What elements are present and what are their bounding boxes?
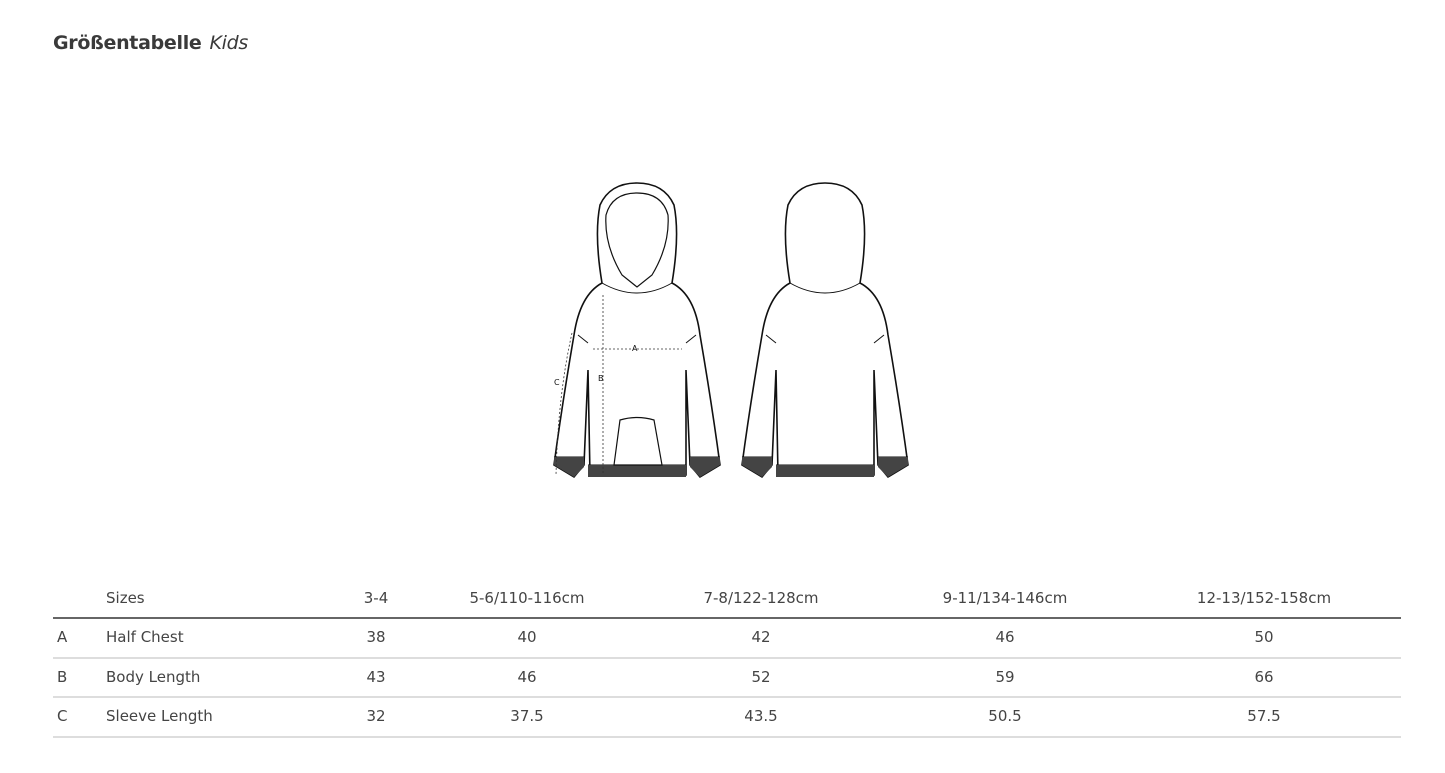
table-row: B Body Length 43 46 52 59 66 — [53, 659, 1401, 698]
row-value: 43 — [366, 667, 386, 686]
title-sub: Kids — [209, 32, 249, 54]
row-value: 52 — [751, 667, 771, 686]
row-key: C — [57, 707, 68, 725]
row-value: 46 — [517, 667, 537, 686]
row-value: 50 — [1254, 628, 1274, 646]
row-value: 42 — [751, 628, 771, 646]
hoodie-back — [741, 182, 909, 478]
row-key: B — [57, 667, 68, 686]
page-title: Größentabelle Kids — [53, 32, 248, 54]
row-value: 66 — [1254, 667, 1274, 686]
row-value: 37.5 — [510, 707, 544, 725]
row-value: 38 — [366, 628, 386, 646]
row-value: 32 — [366, 707, 386, 725]
row-value: 40 — [517, 628, 537, 646]
row-value: 43.5 — [744, 707, 778, 725]
table-header: Sizes 3-4 5-6/110-116cm 7-8/122-128cm 9-… — [53, 580, 1401, 619]
hoodie-diagram: A B C — [553, 182, 909, 478]
size-table: Sizes 3-4 5-6/110-116cm 7-8/122-128cm 9-… — [53, 580, 1401, 738]
row-value: 59 — [995, 667, 1015, 686]
row-label: Body Length — [106, 667, 201, 686]
label-c: C — [554, 378, 560, 387]
header-sizes: Sizes — [106, 589, 145, 607]
hoodie-front — [553, 182, 721, 478]
title-main: Größentabelle — [53, 32, 202, 54]
measure-lines — [555, 295, 682, 476]
row-label: Sleeve Length — [106, 707, 213, 725]
row-value: 50.5 — [988, 707, 1022, 725]
header-size: 12-13/152-158cm — [1196, 589, 1332, 607]
table-row: A Half Chest 38 40 42 46 50 — [53, 619, 1401, 659]
header-size: 5-6/110-116cm — [469, 589, 585, 607]
label-a: A — [632, 344, 638, 353]
row-label: Half Chest — [106, 628, 184, 646]
row-value: 46 — [995, 628, 1015, 646]
header-size: 3-4 — [363, 589, 389, 607]
kangaroo-pocket — [613, 416, 663, 466]
table-row: C Sleeve Length 32 37.5 43.5 50.5 57.5 — [53, 698, 1401, 738]
label-b: B — [598, 374, 604, 383]
hood-opening — [605, 192, 669, 466]
header-size: 9-11/134-146cm — [942, 589, 1068, 607]
row-value: 57.5 — [1247, 707, 1281, 725]
header-size: 7-8/122-128cm — [703, 589, 819, 607]
row-key: A — [57, 628, 68, 646]
